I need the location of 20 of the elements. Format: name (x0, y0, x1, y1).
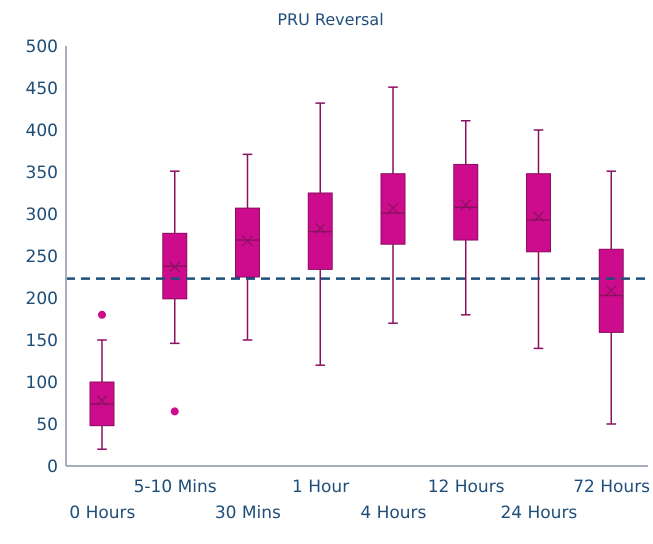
y-tick-label: 400 (26, 121, 58, 142)
x-tick-label: 4 Hours (360, 503, 427, 523)
y-tick-label: 50 (36, 415, 58, 436)
y-tick-label: 0 (47, 457, 58, 478)
y-tick-label: 500 (26, 37, 58, 58)
x-tick-label: 30 Mins (214, 503, 282, 523)
x-tick-label: 0 Hours (69, 503, 136, 523)
y-tick-label: 450 (26, 79, 58, 100)
x-tick-label: 12 Hours (428, 477, 505, 497)
y-tick-label: 150 (26, 331, 58, 352)
y-tick-label: 350 (26, 163, 58, 184)
x-tick-label: 1 Hour (292, 477, 350, 497)
y-tick-label: 300 (26, 205, 58, 226)
x-tick-label: 5-10 Mins (134, 477, 217, 497)
y-tick-label: 100 (26, 373, 58, 394)
chart-title: PRU Reversal (276, 9, 385, 31)
y-tick-label: 200 (26, 289, 58, 310)
x-tick-label: 72 Hours (573, 477, 650, 497)
y-tick-label: 250 (26, 247, 58, 268)
x-tick-label: 24 Hours (500, 503, 578, 523)
